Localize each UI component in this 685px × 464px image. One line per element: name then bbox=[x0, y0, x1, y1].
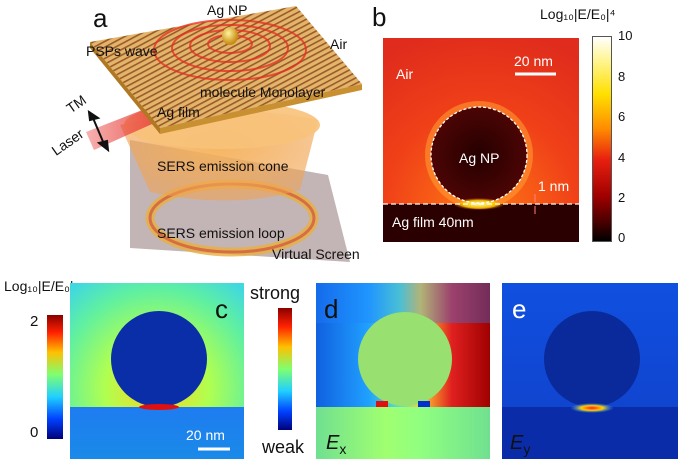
label-molecule-monolayer: molecule Monolayer bbox=[200, 84, 326, 100]
colorbar-d-bottom-label: weak bbox=[262, 437, 305, 457]
panel-d-component-label: Ex bbox=[326, 432, 347, 457]
label-virtual-screen: Virtual Screen bbox=[272, 246, 360, 262]
cbar-b-tick-2: 2 bbox=[618, 190, 626, 205]
panel-e-letter: e bbox=[512, 294, 527, 324]
cbar-b-tick-10: 10 bbox=[618, 28, 633, 43]
panel-d-letter: d bbox=[324, 294, 339, 324]
label-ag-film-b: Ag film 40nm bbox=[392, 214, 474, 230]
nanoparticle-b bbox=[431, 107, 527, 203]
label-air: Air bbox=[330, 36, 348, 52]
cbar-c-tick-0: 0 bbox=[30, 424, 39, 441]
gap-hotspot-e bbox=[570, 403, 614, 413]
field-map-b bbox=[383, 38, 579, 242]
psp-wave-rings bbox=[153, 19, 307, 81]
panel-b-letter: b bbox=[372, 2, 387, 32]
field-map-c bbox=[70, 283, 244, 459]
scale-bar-label-c: 20 nm bbox=[186, 427, 225, 443]
plasmonic-schematic bbox=[86, 6, 362, 262]
colorbar-d bbox=[278, 308, 292, 430]
panel-c-colorbar-title: Log₁₀|E/E₀| bbox=[4, 278, 74, 294]
label-sers-loop: SERS emission loop bbox=[157, 225, 285, 241]
cbar-b-tick-0: 0 bbox=[618, 230, 626, 245]
label-ag-np-b: Ag NP bbox=[459, 150, 500, 166]
ag-nanoparticle bbox=[222, 27, 238, 45]
cbar-b-tick-4: 4 bbox=[618, 150, 626, 165]
panel-b-colorbar-title: Log₁₀|E/E₀|⁴ bbox=[540, 6, 616, 22]
tm-polarization-arrow bbox=[87, 109, 110, 153]
cbar-b-tick-8: 8 bbox=[618, 69, 626, 84]
nanoparticle-e bbox=[544, 311, 640, 407]
cbar-c-tick-2: 2 bbox=[30, 313, 39, 330]
label-ag-np: Ag NP bbox=[207, 2, 248, 18]
nanoparticle-d bbox=[358, 312, 452, 406]
colorbar-d-top-label: strong bbox=[250, 283, 301, 303]
colorbar-c bbox=[47, 315, 63, 439]
panel-a-letter: a bbox=[93, 3, 108, 33]
nanoparticle-c bbox=[111, 311, 207, 407]
label-sers-cone: SERS emission cone bbox=[157, 158, 289, 174]
label-psps-wave: PSPs wave bbox=[86, 43, 158, 59]
colorbar-b bbox=[592, 36, 612, 242]
ag-film bbox=[90, 6, 362, 128]
field-map-e bbox=[502, 283, 678, 459]
label-ag-film: Ag film bbox=[157, 104, 200, 120]
gap-hotspot-c bbox=[139, 404, 179, 410]
label-air-b: Air bbox=[396, 66, 414, 82]
panel-c-letter: c bbox=[215, 294, 228, 324]
scale-bar-label-b: 20 nm bbox=[514, 53, 553, 69]
field-map-d bbox=[316, 283, 490, 459]
panel-e-component-label: Ey bbox=[510, 432, 531, 457]
label-gap-b: 1 nm bbox=[538, 178, 570, 194]
cbar-b-tick-6: 6 bbox=[618, 109, 626, 124]
